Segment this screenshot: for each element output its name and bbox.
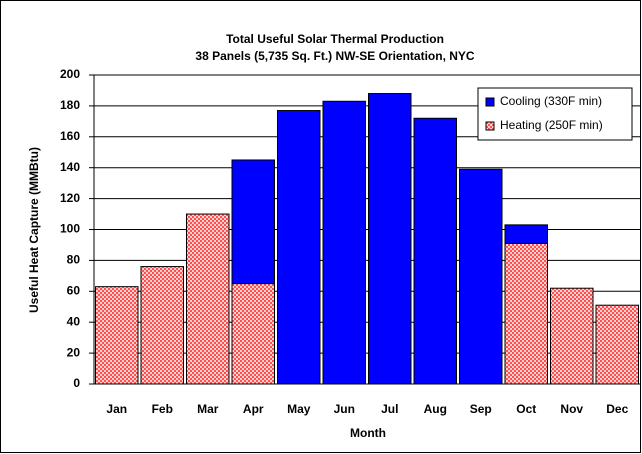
y-tick-label: 60: [67, 283, 81, 297]
y-tick-label: 100: [60, 222, 80, 236]
chart-title: Total Useful Solar Thermal Production: [226, 32, 444, 46]
y-tick-label: 160: [60, 129, 80, 143]
bar-segment: [504, 224, 548, 244]
x-tick-label: Nov: [560, 402, 583, 416]
y-tick-label: 120: [60, 191, 80, 205]
x-tick-label: Feb: [152, 402, 173, 416]
bar-segment: [95, 286, 139, 385]
legend-label: Cooling (330F min): [500, 94, 602, 108]
bar-segment: [140, 266, 184, 385]
bar-segment: [550, 287, 594, 385]
x-tick-label: Apr: [243, 402, 264, 416]
x-tick-label: Oct: [516, 402, 536, 416]
y-tick-label: 180: [60, 98, 80, 112]
x-tick-label: Jan: [106, 402, 127, 416]
y-tick-label: 20: [67, 345, 81, 359]
y-axis-label: Useful Heat Capture (MMBtu): [27, 147, 41, 313]
x-tick-label: Aug: [424, 402, 447, 416]
bar-segment: [368, 93, 412, 385]
x-tick-label: May: [287, 402, 311, 416]
y-tick-label: 40: [67, 314, 81, 328]
bar-segment: [413, 117, 457, 385]
y-tick-label: 80: [67, 253, 81, 267]
x-tick-label: Jul: [381, 402, 398, 416]
y-tick-label: 0: [73, 376, 80, 390]
legend-swatch: [485, 97, 495, 107]
x-tick-label: Sep: [470, 402, 492, 416]
x-axis-label: Month: [350, 426, 386, 440]
x-tick-label: Jun: [334, 402, 355, 416]
legend-box: [477, 87, 633, 141]
bar-segment: [504, 242, 548, 385]
bar-segment: [186, 213, 230, 385]
legend-label: Heating (250F min): [500, 118, 603, 132]
y-tick-label: 140: [60, 160, 80, 174]
bar-segment: [322, 100, 366, 385]
bar-segment: [231, 283, 275, 385]
bar-segment: [231, 159, 275, 285]
chart-subtitle: 38 Panels (5,735 Sq. Ft.) NW-SE Orientat…: [195, 49, 474, 63]
bar-segment: [459, 168, 503, 385]
bar-segment: [595, 304, 639, 385]
x-tick-label: Mar: [197, 402, 219, 416]
y-tick-label: 200: [60, 67, 80, 81]
x-tick-label: Dec: [606, 402, 628, 416]
bar-segment: [277, 110, 321, 385]
legend-swatch: [485, 121, 495, 131]
